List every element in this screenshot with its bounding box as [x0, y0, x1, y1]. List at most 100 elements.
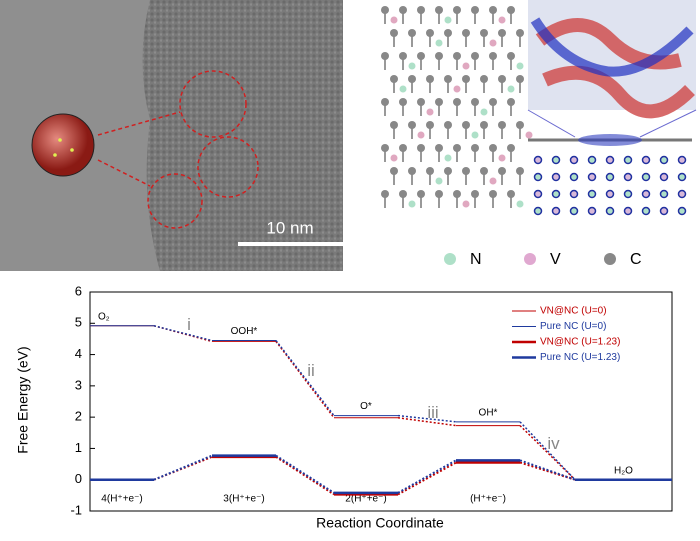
- connector: [519, 421, 576, 481]
- atom: [471, 52, 479, 60]
- atom: [641, 206, 651, 216]
- atom: [444, 75, 452, 83]
- atom: [390, 75, 398, 83]
- atom: [516, 75, 524, 83]
- atom: [435, 52, 443, 60]
- level-label: OH*: [479, 407, 498, 418]
- atom: [677, 189, 687, 199]
- atom: [551, 206, 561, 216]
- atom: [623, 189, 633, 199]
- atom: [435, 144, 443, 152]
- atom: [489, 6, 497, 14]
- atom: [390, 16, 398, 24]
- atom: [381, 52, 389, 60]
- atom: [498, 167, 506, 175]
- atom: [507, 6, 515, 14]
- atom: [533, 206, 543, 216]
- atom: [444, 16, 452, 24]
- atom: [659, 172, 669, 182]
- atom: [623, 206, 633, 216]
- atom: [471, 131, 479, 139]
- atom: [417, 190, 425, 198]
- atom: [677, 172, 687, 182]
- atom-legend-label: C: [630, 251, 642, 268]
- atom: [408, 121, 416, 129]
- atom: [471, 190, 479, 198]
- atom-legend-label: N: [470, 251, 482, 268]
- atom: [444, 29, 452, 37]
- atom: [399, 144, 407, 152]
- atom: [489, 177, 497, 185]
- atom: [435, 6, 443, 14]
- connector: [519, 459, 576, 481]
- tem-image: 10 nm: [0, 0, 343, 271]
- atom: [453, 144, 461, 152]
- x-tick-label: 3(H⁺+e⁻): [223, 494, 264, 505]
- x-tick-label: 2(H⁺+e⁻): [345, 494, 386, 505]
- atom: [587, 206, 597, 216]
- atom: [480, 167, 488, 175]
- y-tick-label: 6: [75, 283, 82, 298]
- atom: [489, 52, 497, 60]
- connector: [153, 325, 213, 342]
- atom: [641, 189, 651, 199]
- atom: [480, 29, 488, 37]
- atom: [390, 29, 398, 37]
- atom: [417, 131, 425, 139]
- atom: [453, 85, 461, 93]
- atom: [399, 98, 407, 106]
- level-label: O₂: [98, 311, 110, 322]
- atom: [489, 39, 497, 47]
- atom: [516, 62, 524, 70]
- step-label: iii: [427, 403, 438, 422]
- atom: [677, 155, 687, 165]
- atom: [498, 121, 506, 129]
- step-label: ii: [307, 361, 315, 380]
- atom: [587, 172, 597, 182]
- atom: [417, 6, 425, 14]
- scale-bar-label: 10 nm: [266, 218, 313, 237]
- legend-label: VN@NC (U=1.23): [540, 337, 620, 348]
- atom: [381, 6, 389, 14]
- atom: [587, 189, 597, 199]
- atom: [551, 155, 561, 165]
- atom: [435, 190, 443, 198]
- atom-legend-marker: [524, 253, 536, 265]
- atom: [659, 155, 669, 165]
- atom: [641, 172, 651, 182]
- atom: [569, 172, 579, 182]
- connector: [397, 414, 457, 423]
- atom: [516, 167, 524, 175]
- atom: [516, 200, 524, 208]
- atom: [605, 172, 615, 182]
- atom: [480, 121, 488, 129]
- atom: [569, 189, 579, 199]
- atom: [426, 108, 434, 116]
- level-label: O*: [360, 401, 372, 412]
- atom-legend-marker: [604, 253, 616, 265]
- atom: [444, 121, 452, 129]
- atom: [444, 167, 452, 175]
- atom: [623, 155, 633, 165]
- atom: [516, 121, 524, 129]
- connector: [153, 454, 213, 481]
- atom: [507, 144, 515, 152]
- atom: [408, 29, 416, 37]
- y-tick-label: 4: [75, 346, 82, 361]
- atom: [533, 155, 543, 165]
- atom: [489, 98, 497, 106]
- connector: [397, 461, 457, 496]
- connector: [275, 454, 335, 494]
- atom: [498, 16, 506, 24]
- y-tick-label: 2: [75, 409, 82, 424]
- atom: [453, 190, 461, 198]
- plot-frame: [89, 291, 673, 512]
- chart: Free Energy (eV) Reaction Coordinate -1 0…: [15, 283, 673, 531]
- y-tick-label: 5: [75, 315, 82, 330]
- atom: [659, 206, 669, 216]
- atom: [498, 75, 506, 83]
- atom: [605, 206, 615, 216]
- atom: [390, 167, 398, 175]
- atom-legend-marker: [444, 253, 456, 265]
- atom: [462, 121, 470, 129]
